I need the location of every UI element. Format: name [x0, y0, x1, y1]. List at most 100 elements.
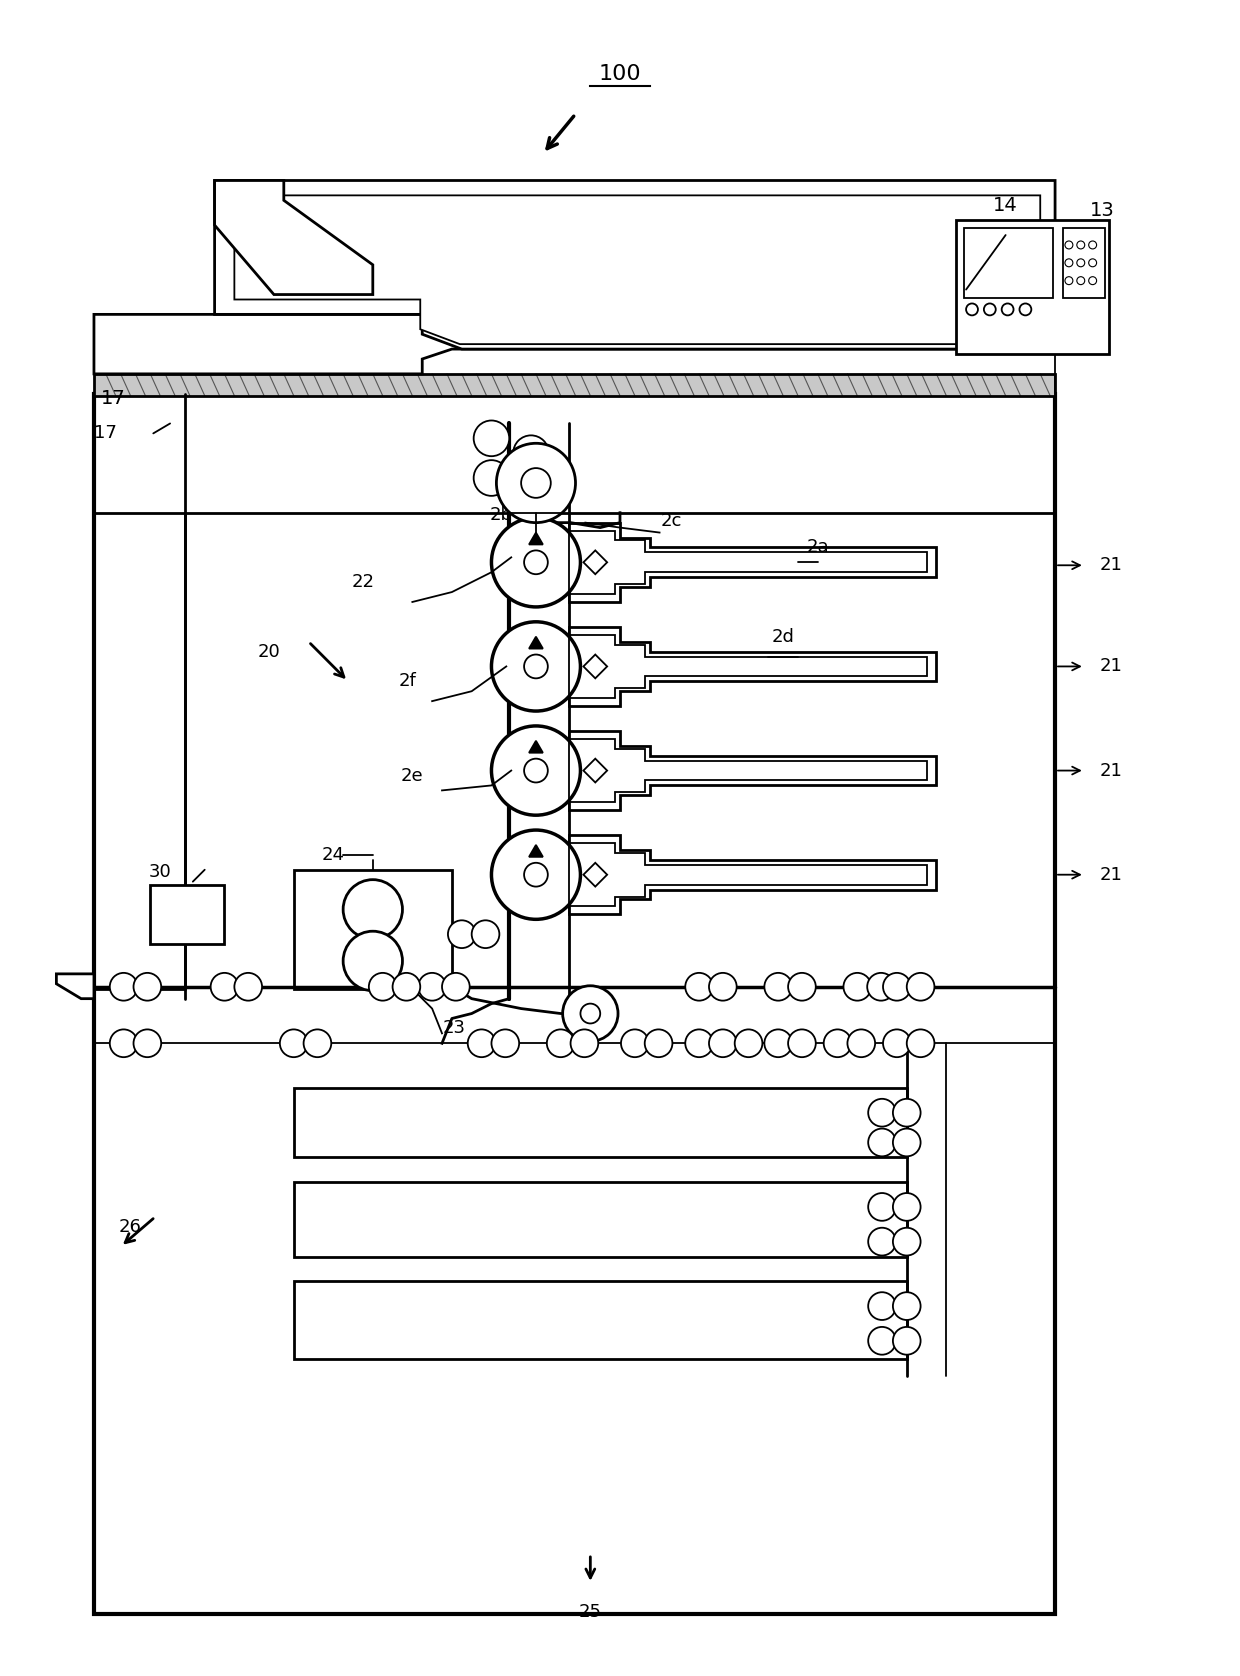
Ellipse shape	[1065, 258, 1073, 266]
Ellipse shape	[1076, 241, 1085, 250]
Ellipse shape	[134, 972, 161, 1001]
Polygon shape	[569, 523, 936, 602]
Ellipse shape	[764, 1029, 792, 1058]
Ellipse shape	[764, 972, 792, 1001]
Ellipse shape	[343, 880, 403, 939]
Polygon shape	[569, 731, 936, 810]
Ellipse shape	[686, 1029, 713, 1058]
Ellipse shape	[893, 1229, 920, 1255]
Polygon shape	[529, 533, 543, 545]
Polygon shape	[215, 181, 1055, 349]
Ellipse shape	[580, 1004, 600, 1024]
Ellipse shape	[211, 972, 238, 1001]
Ellipse shape	[868, 1229, 895, 1255]
Ellipse shape	[789, 1029, 816, 1058]
Ellipse shape	[496, 442, 575, 523]
Polygon shape	[569, 627, 936, 706]
Text: 2a: 2a	[806, 538, 830, 556]
Text: 24: 24	[321, 846, 345, 863]
Ellipse shape	[525, 655, 548, 679]
Ellipse shape	[304, 1029, 331, 1058]
Ellipse shape	[474, 461, 510, 496]
Ellipse shape	[893, 1193, 920, 1220]
Text: 23: 23	[443, 1019, 465, 1037]
Text: 21: 21	[1100, 657, 1122, 675]
Ellipse shape	[1076, 258, 1085, 266]
Bar	[94, 394, 1055, 1614]
Ellipse shape	[441, 972, 470, 1001]
Text: 21: 21	[1100, 866, 1122, 883]
Bar	[294, 870, 451, 989]
Polygon shape	[56, 974, 94, 999]
Polygon shape	[583, 655, 608, 679]
Ellipse shape	[868, 1327, 895, 1354]
Ellipse shape	[134, 1029, 161, 1058]
Ellipse shape	[563, 985, 618, 1041]
Ellipse shape	[709, 972, 737, 1001]
Bar	[956, 220, 1110, 354]
Text: 22: 22	[351, 573, 374, 592]
Ellipse shape	[491, 622, 580, 711]
Ellipse shape	[1076, 277, 1085, 285]
Text: 2d: 2d	[771, 628, 795, 645]
Bar	[1063, 228, 1105, 298]
Ellipse shape	[525, 863, 548, 887]
Ellipse shape	[525, 550, 548, 575]
Ellipse shape	[343, 932, 403, 991]
Ellipse shape	[868, 1128, 895, 1156]
Polygon shape	[234, 196, 1040, 344]
Text: 14: 14	[993, 196, 1018, 215]
Bar	[294, 1182, 906, 1257]
Ellipse shape	[1019, 303, 1032, 315]
Text: 25: 25	[579, 1602, 601, 1621]
Ellipse shape	[368, 972, 397, 1001]
Ellipse shape	[1065, 241, 1073, 250]
Text: 20: 20	[258, 642, 280, 660]
Polygon shape	[94, 315, 1055, 374]
Text: 26: 26	[119, 1218, 143, 1235]
Ellipse shape	[525, 759, 548, 783]
Polygon shape	[583, 759, 608, 783]
Ellipse shape	[1089, 258, 1096, 266]
Bar	[94, 374, 1055, 396]
Ellipse shape	[474, 421, 510, 456]
Ellipse shape	[906, 972, 935, 1001]
Bar	[965, 228, 1053, 298]
Ellipse shape	[621, 1029, 649, 1058]
Ellipse shape	[521, 468, 551, 498]
Polygon shape	[529, 741, 543, 753]
Ellipse shape	[110, 972, 138, 1001]
Bar	[94, 374, 1055, 396]
Ellipse shape	[893, 1099, 920, 1126]
Text: 30: 30	[149, 863, 171, 880]
Polygon shape	[529, 637, 543, 649]
Bar	[294, 1088, 906, 1158]
Ellipse shape	[1065, 277, 1073, 285]
Ellipse shape	[983, 303, 996, 315]
Ellipse shape	[847, 1029, 875, 1058]
Ellipse shape	[823, 1029, 852, 1058]
Ellipse shape	[868, 1193, 895, 1220]
Polygon shape	[583, 863, 608, 887]
Ellipse shape	[418, 972, 446, 1001]
Ellipse shape	[393, 972, 420, 1001]
Text: 21: 21	[1100, 761, 1122, 779]
Text: 13: 13	[1090, 201, 1115, 220]
Bar	[150, 885, 224, 944]
Text: 100: 100	[599, 64, 641, 84]
Ellipse shape	[868, 1292, 895, 1321]
Ellipse shape	[471, 920, 500, 949]
Ellipse shape	[491, 726, 580, 815]
Ellipse shape	[735, 1029, 763, 1058]
Polygon shape	[569, 835, 936, 915]
Ellipse shape	[883, 1029, 910, 1058]
Text: 17: 17	[100, 389, 125, 409]
Ellipse shape	[570, 1029, 598, 1058]
Text: 2e: 2e	[401, 766, 424, 784]
Ellipse shape	[893, 1327, 920, 1354]
Ellipse shape	[893, 1292, 920, 1321]
Ellipse shape	[868, 1099, 895, 1126]
Text: 2b: 2b	[490, 506, 513, 523]
Ellipse shape	[883, 972, 910, 1001]
Polygon shape	[529, 845, 543, 856]
